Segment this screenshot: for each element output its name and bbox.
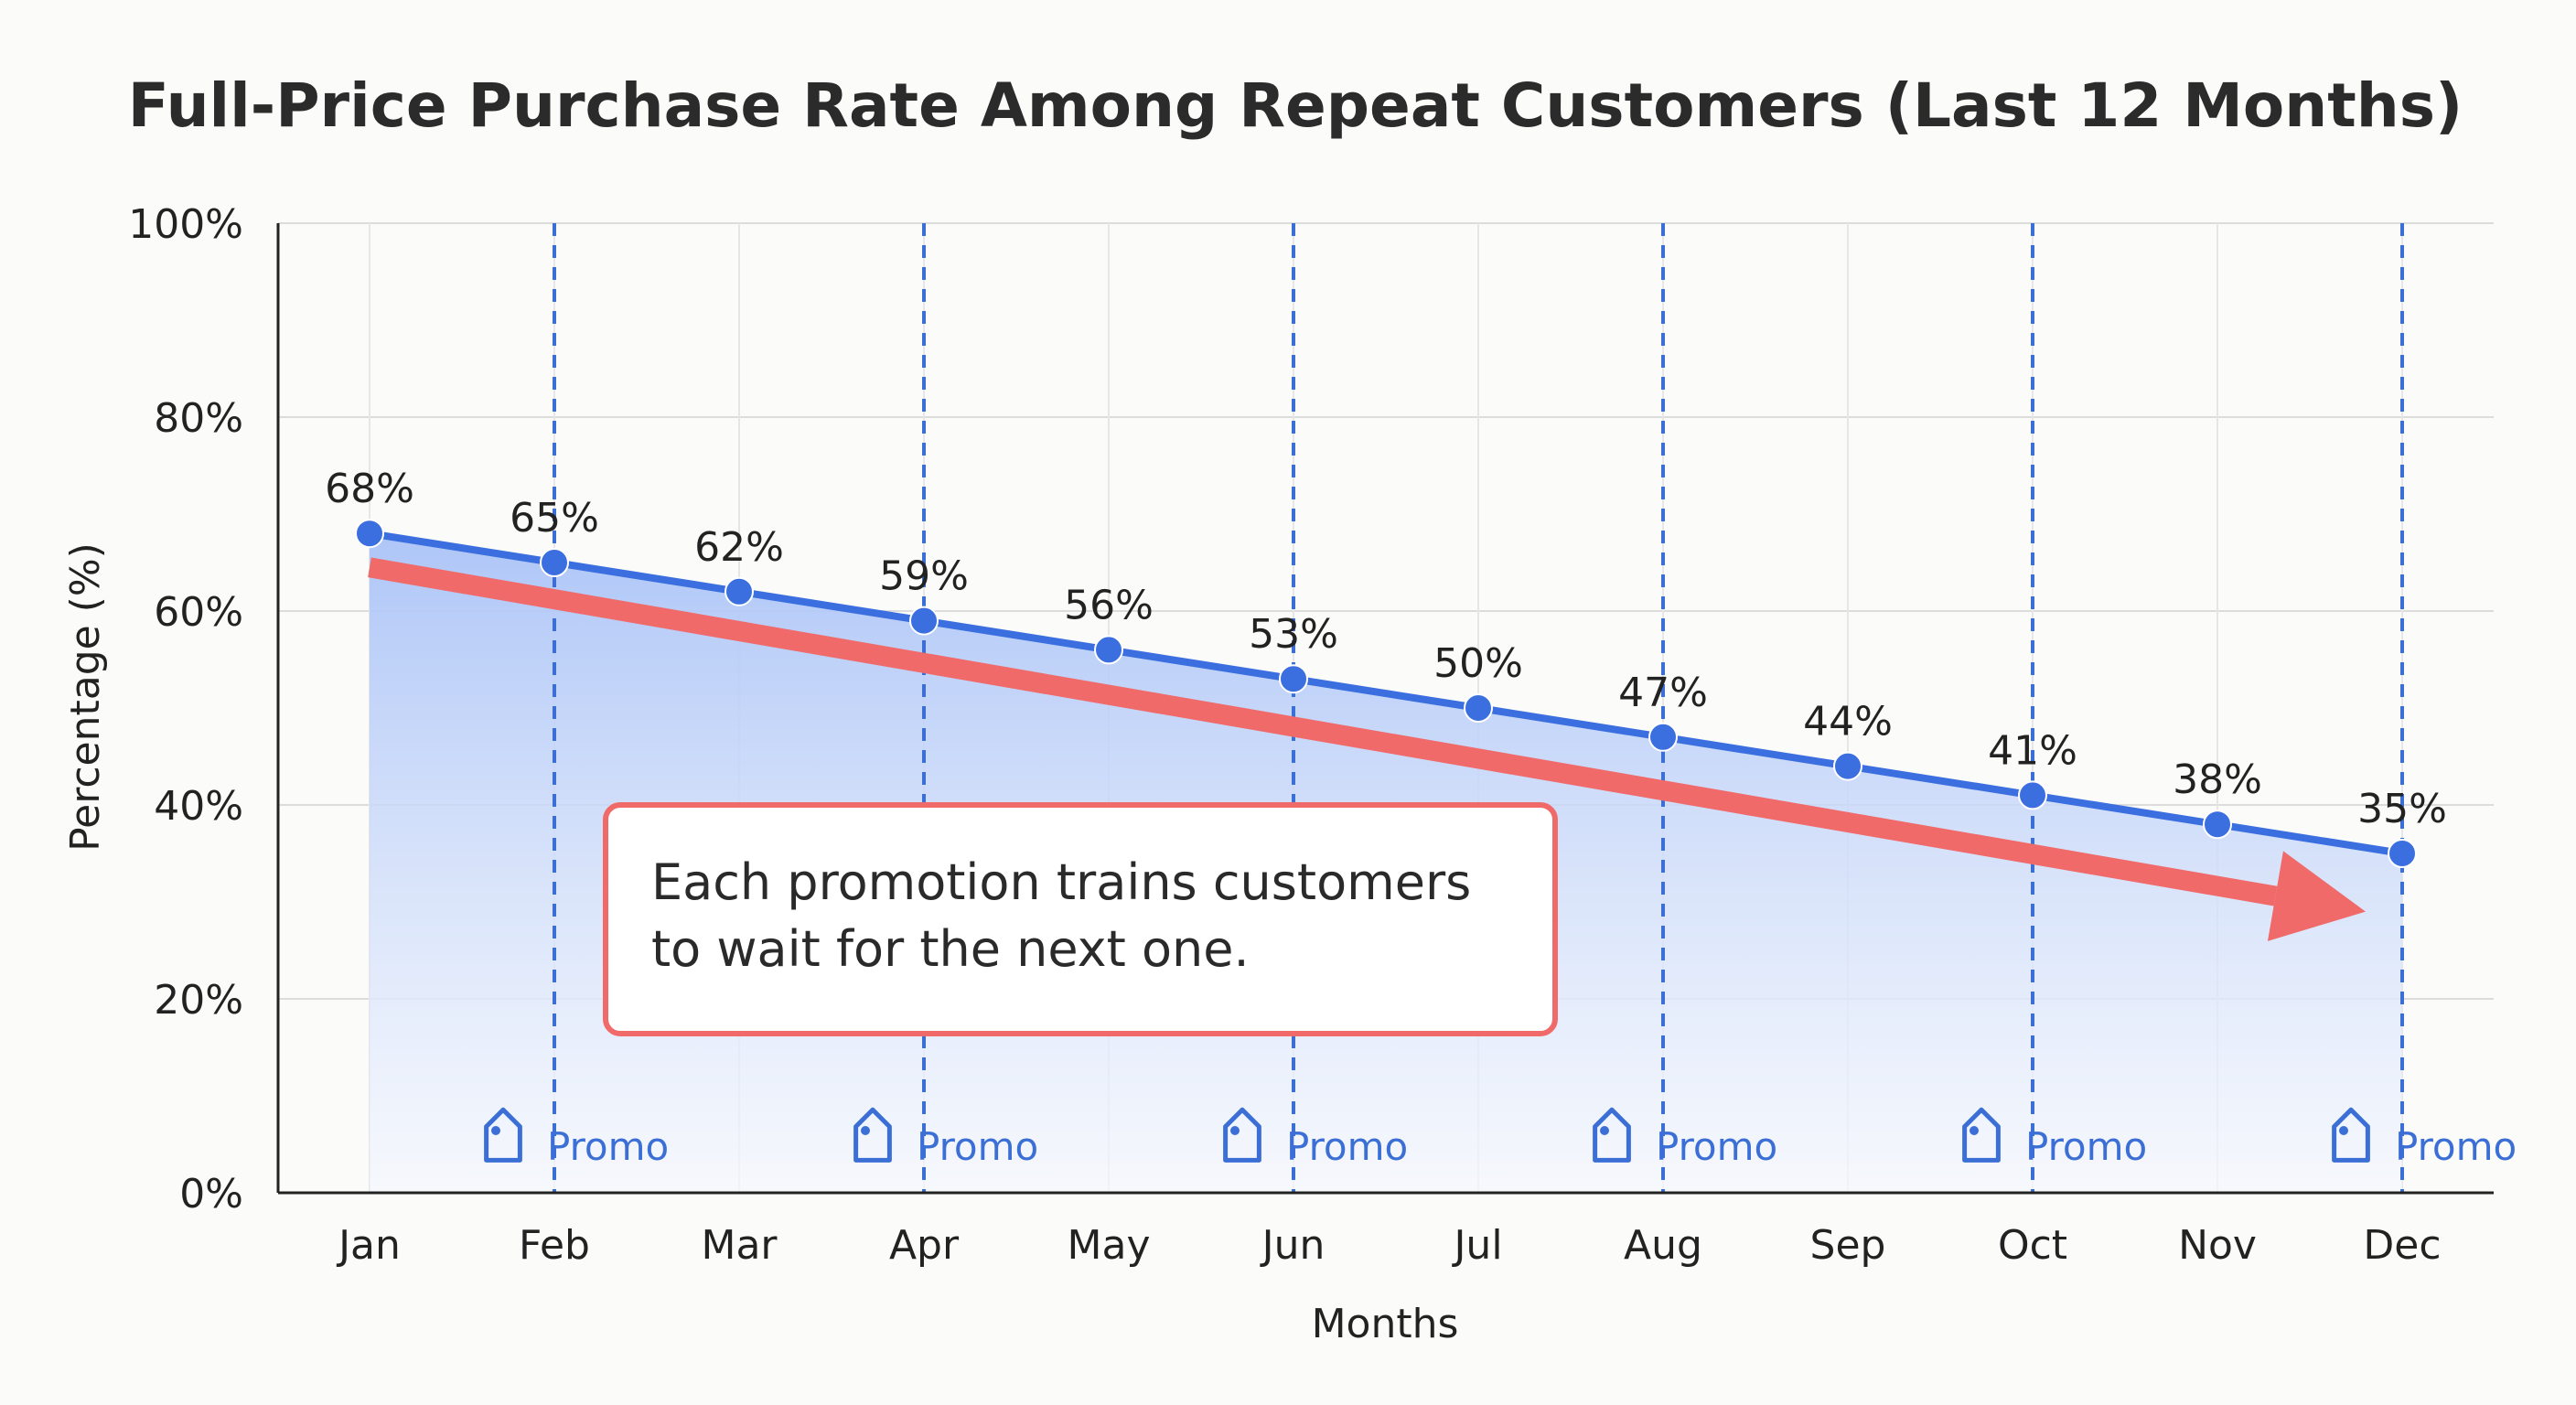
trend-arrow-shaft — [368, 557, 2278, 906]
promo-marker: Promo — [1962, 1107, 2147, 1169]
data-point — [2018, 780, 2047, 810]
annotation-line-2: to wait for the next one. — [651, 920, 1250, 978]
data-point — [2203, 810, 2232, 840]
x-tick-label: Apr — [889, 1222, 960, 1269]
tag-icon-hole — [1970, 1126, 1979, 1135]
data-label: 41% — [1988, 727, 2077, 774]
y-tick-label: 20% — [154, 977, 243, 1024]
data-label: 53% — [1249, 611, 1338, 658]
x-tick-label: Feb — [519, 1222, 590, 1269]
tag-icon-hole — [2339, 1126, 2348, 1135]
promo-marker: Promo — [484, 1107, 669, 1169]
promo-label: Promo — [1656, 1124, 1777, 1169]
promo-label: Promo — [2025, 1124, 2147, 1169]
data-label: 62% — [694, 524, 784, 571]
y-tick-label: 100% — [128, 201, 243, 248]
promo-marker: Promo — [853, 1107, 1038, 1169]
x-tick-label: Mar — [701, 1222, 778, 1269]
tag-icon — [1223, 1107, 1261, 1163]
data-point — [540, 548, 569, 577]
data-point — [1648, 722, 1678, 752]
x-tick-label: Nov — [2178, 1222, 2257, 1269]
axes — [276, 223, 2494, 1195]
x-tick-label: Sep — [1810, 1222, 1886, 1269]
y-axis-label: Percentage (%) — [62, 542, 109, 852]
x-tick-label: Oct — [1998, 1222, 2067, 1269]
data-point — [355, 519, 384, 549]
data-point — [724, 576, 754, 606]
data-point — [909, 606, 939, 636]
promo-marker: Promo — [1593, 1107, 1777, 1169]
promo-label: Promo — [547, 1124, 669, 1169]
promo-marker: Promo — [1223, 1107, 1408, 1169]
data-label: 44% — [1803, 699, 1893, 745]
data-label: 59% — [879, 553, 969, 600]
data-point — [1279, 664, 1308, 694]
x-ticks: Jan Feb Mar Apr May Jun Jul Aug Sep Oct Nov Dec — [336, 1222, 2441, 1269]
data-label: 56% — [1064, 582, 1154, 628]
promo-label: Promo — [2395, 1124, 2517, 1169]
annotation-callout: Each promotion trains customers to wait … — [603, 802, 1558, 1036]
annotation-box — [603, 802, 1558, 1036]
x-tick-label: May — [1068, 1222, 1151, 1269]
promo-markers: Promo Promo Promo Promo Promo Promo — [484, 1107, 2517, 1169]
y-ticks: 0% 20% 40% 60% 80% 100% — [128, 201, 243, 1217]
data-label: 47% — [1618, 670, 1708, 716]
data-point — [1094, 635, 1123, 665]
tag-icon-hole — [491, 1126, 500, 1135]
data-label: 38% — [2173, 756, 2262, 803]
promo-marker: Promo — [2332, 1107, 2517, 1169]
tag-icon — [484, 1107, 522, 1163]
y-tick-label: 60% — [154, 589, 243, 636]
chart-title: Full-Price Purchase Rate Among Repeat Cu… — [128, 70, 2463, 141]
data-label: 68% — [325, 466, 414, 512]
y-tick-label: 40% — [154, 783, 243, 830]
tag-icon-hole — [1230, 1126, 1240, 1135]
tag-icon — [1962, 1107, 2001, 1163]
x-tick-label: Jan — [336, 1222, 401, 1269]
y-tick-label: 0% — [179, 1171, 243, 1217]
data-label: 35% — [2357, 786, 2447, 832]
tag-icon-hole — [861, 1126, 870, 1135]
annotation-line-1: Each promotion trains customers — [651, 853, 1471, 911]
series-line — [369, 530, 2403, 857]
promo-label: Promo — [1286, 1124, 1408, 1169]
tag-icon — [2332, 1107, 2370, 1163]
data-label: 65% — [510, 495, 599, 542]
y-tick-label: 80% — [154, 395, 243, 442]
tag-icon — [1593, 1107, 1631, 1163]
x-tick-label: Jun — [1260, 1222, 1326, 1269]
trend-arrow — [368, 557, 2366, 941]
data-point — [1833, 751, 1862, 781]
trend-arrow-head — [2267, 851, 2366, 941]
x-tick-label: Aug — [1624, 1222, 1702, 1269]
promo-label: Promo — [917, 1124, 1038, 1169]
promo-lines — [553, 223, 2404, 1193]
data-points — [355, 519, 2417, 868]
x-tick-label: Dec — [2363, 1222, 2441, 1269]
x-axis-label: Months — [1312, 1301, 1459, 1347]
tag-icon — [853, 1107, 892, 1163]
data-labels: 68% 65% 62% 59% 56% 53% 50% 47% 44% 41% 38% 35% — [325, 466, 2447, 832]
tag-icon-hole — [1600, 1126, 1609, 1135]
data-label: 50% — [1433, 640, 1523, 687]
data-point — [1464, 693, 1493, 723]
data-point — [2388, 839, 2417, 868]
x-tick-label: Jul — [1451, 1222, 1502, 1269]
